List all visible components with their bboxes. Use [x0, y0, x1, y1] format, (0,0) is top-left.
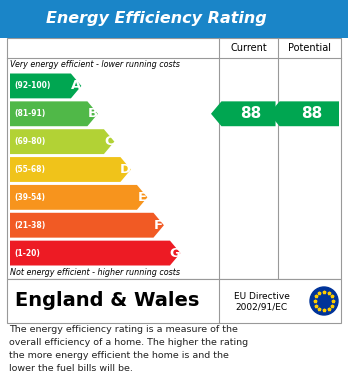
Text: 88: 88	[240, 106, 262, 121]
Text: England & Wales: England & Wales	[15, 292, 199, 310]
Polygon shape	[10, 185, 148, 210]
Text: (69-80): (69-80)	[14, 137, 45, 146]
Circle shape	[310, 287, 338, 315]
Text: C: C	[104, 135, 114, 148]
Polygon shape	[10, 157, 131, 182]
Text: 88: 88	[301, 106, 323, 121]
Bar	[0, 0, 348, 38]
Text: (1-20): (1-20)	[14, 249, 40, 258]
Text: G: G	[170, 247, 181, 260]
Bar	[7, 38, 341, 279]
Text: The energy efficiency rating is a measure of the
overall efficiency of a home. T: The energy efficiency rating is a measur…	[9, 325, 248, 373]
Text: B: B	[88, 107, 98, 120]
Polygon shape	[10, 129, 114, 154]
Text: Very energy efficient - lower running costs: Very energy efficient - lower running co…	[10, 60, 180, 69]
Text: Potential: Potential	[288, 43, 331, 53]
Polygon shape	[211, 101, 276, 126]
Text: (39-54): (39-54)	[14, 193, 45, 202]
Text: A: A	[71, 79, 81, 92]
Bar	[7, 279, 341, 323]
Text: (55-68): (55-68)	[14, 165, 45, 174]
Text: F: F	[154, 219, 163, 232]
Text: 2002/91/EC: 2002/91/EC	[236, 302, 288, 311]
Text: Current: Current	[230, 43, 267, 53]
Text: (81-91): (81-91)	[14, 109, 45, 118]
Text: (92-100): (92-100)	[14, 81, 50, 90]
Text: D: D	[120, 163, 131, 176]
Text: EU Directive: EU Directive	[234, 292, 290, 301]
Polygon shape	[10, 101, 98, 126]
Text: (21-38): (21-38)	[14, 221, 45, 230]
Text: Energy Efficiency Rating: Energy Efficiency Rating	[46, 11, 267, 27]
Polygon shape	[10, 240, 180, 265]
Polygon shape	[269, 101, 339, 126]
Text: Not energy efficient - higher running costs: Not energy efficient - higher running co…	[10, 268, 180, 277]
Polygon shape	[10, 74, 81, 99]
Polygon shape	[10, 213, 164, 238]
Text: E: E	[137, 191, 147, 204]
